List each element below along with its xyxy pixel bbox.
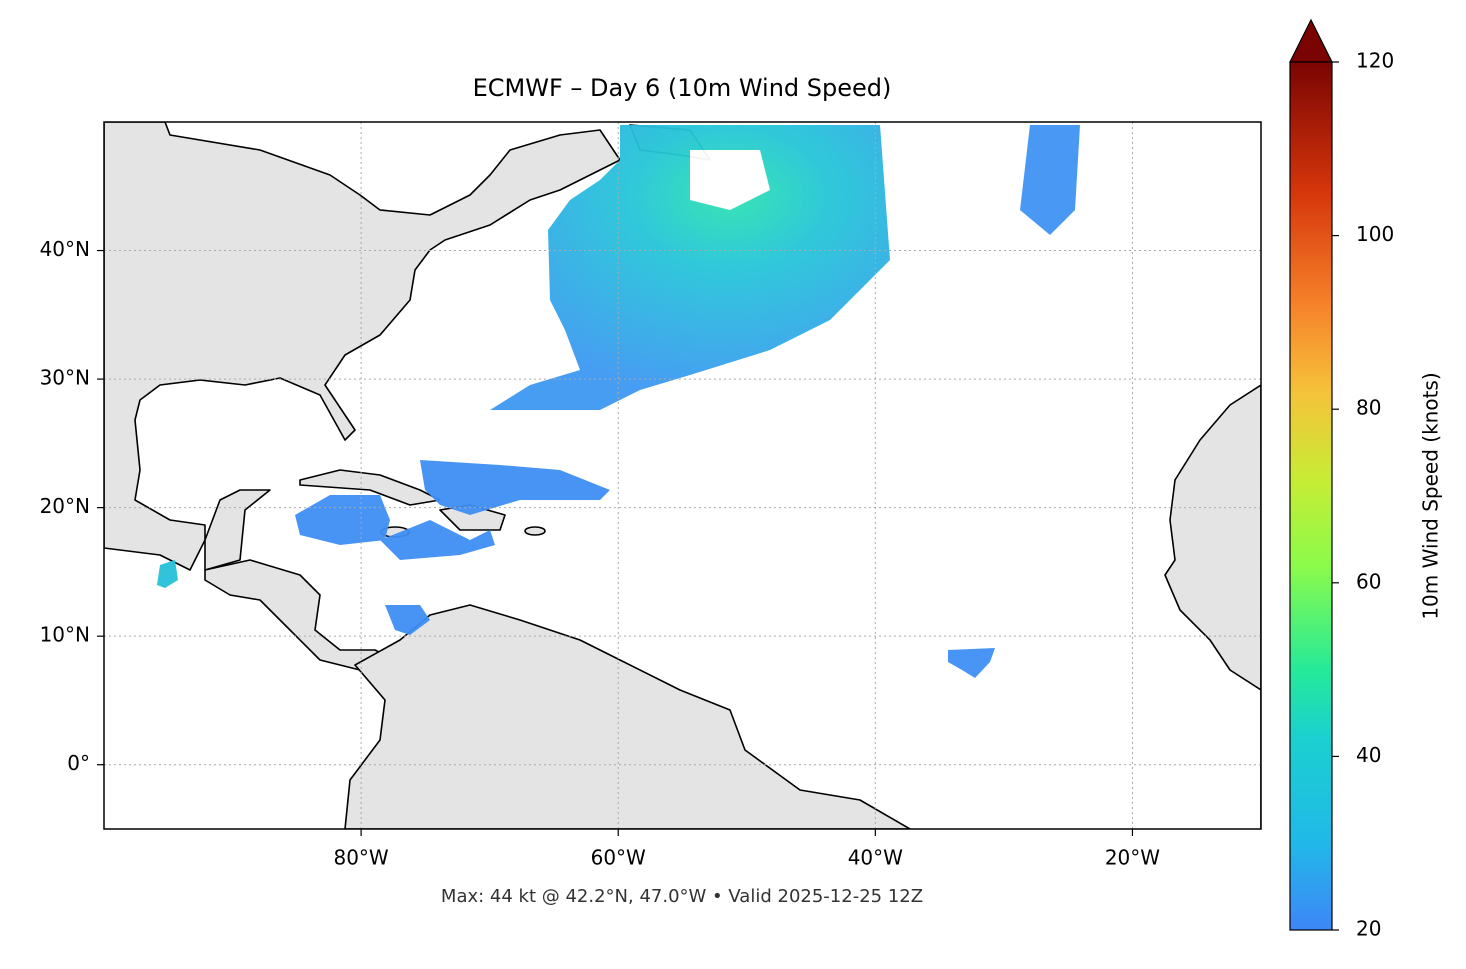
y-tick-label: 20°N	[40, 494, 90, 518]
colorbar	[1289, 61, 1333, 931]
map-title: ECMWF – Day 6 (10m Wind Speed)	[473, 74, 892, 102]
colorbar-tick-label: 80	[1356, 396, 1381, 420]
x-tick-label: 20°W	[1105, 846, 1160, 870]
y-tick-label: 10°N	[40, 623, 90, 647]
x-tick-label: 80°W	[333, 846, 388, 870]
wind-area	[490, 125, 890, 410]
puerto-rico	[524, 526, 546, 536]
colorbar-tick-label: 100	[1356, 222, 1394, 246]
map-frame	[103, 121, 1262, 830]
wind-field	[157, 125, 1080, 678]
x-tick-label: 60°W	[591, 846, 646, 870]
wind-area	[157, 560, 178, 588]
colorbar-tick-label: 40	[1356, 743, 1381, 767]
x-tick-label: 40°W	[848, 846, 903, 870]
colorbar-extension	[1289, 18, 1333, 63]
south-america	[344, 604, 911, 829]
wind-area	[1020, 125, 1080, 235]
map-area	[104, 122, 1261, 829]
footnote: Max: 44 kt @ 42.2°N, 47.0°W • Valid 2025…	[441, 886, 923, 907]
y-tick-label: 30°N	[40, 366, 90, 390]
wind-area	[948, 648, 995, 678]
colorbar-tick-label: 120	[1356, 49, 1394, 73]
africa	[1164, 384, 1261, 829]
wind-area	[380, 520, 495, 560]
wind-area	[295, 495, 390, 545]
y-tick-label: 40°N	[40, 237, 90, 261]
colorbar-label: 10m Wind Speed (knots)	[1419, 372, 1443, 619]
y-tick-label: 0°	[67, 751, 90, 775]
north-america	[104, 122, 621, 571]
central-america	[204, 559, 396, 671]
wind-area	[385, 605, 430, 635]
colorbar-tick-label: 20	[1356, 917, 1381, 941]
wind-area	[420, 460, 610, 515]
colorbar-tick-label: 60	[1356, 569, 1381, 593]
calm-area	[690, 150, 770, 210]
